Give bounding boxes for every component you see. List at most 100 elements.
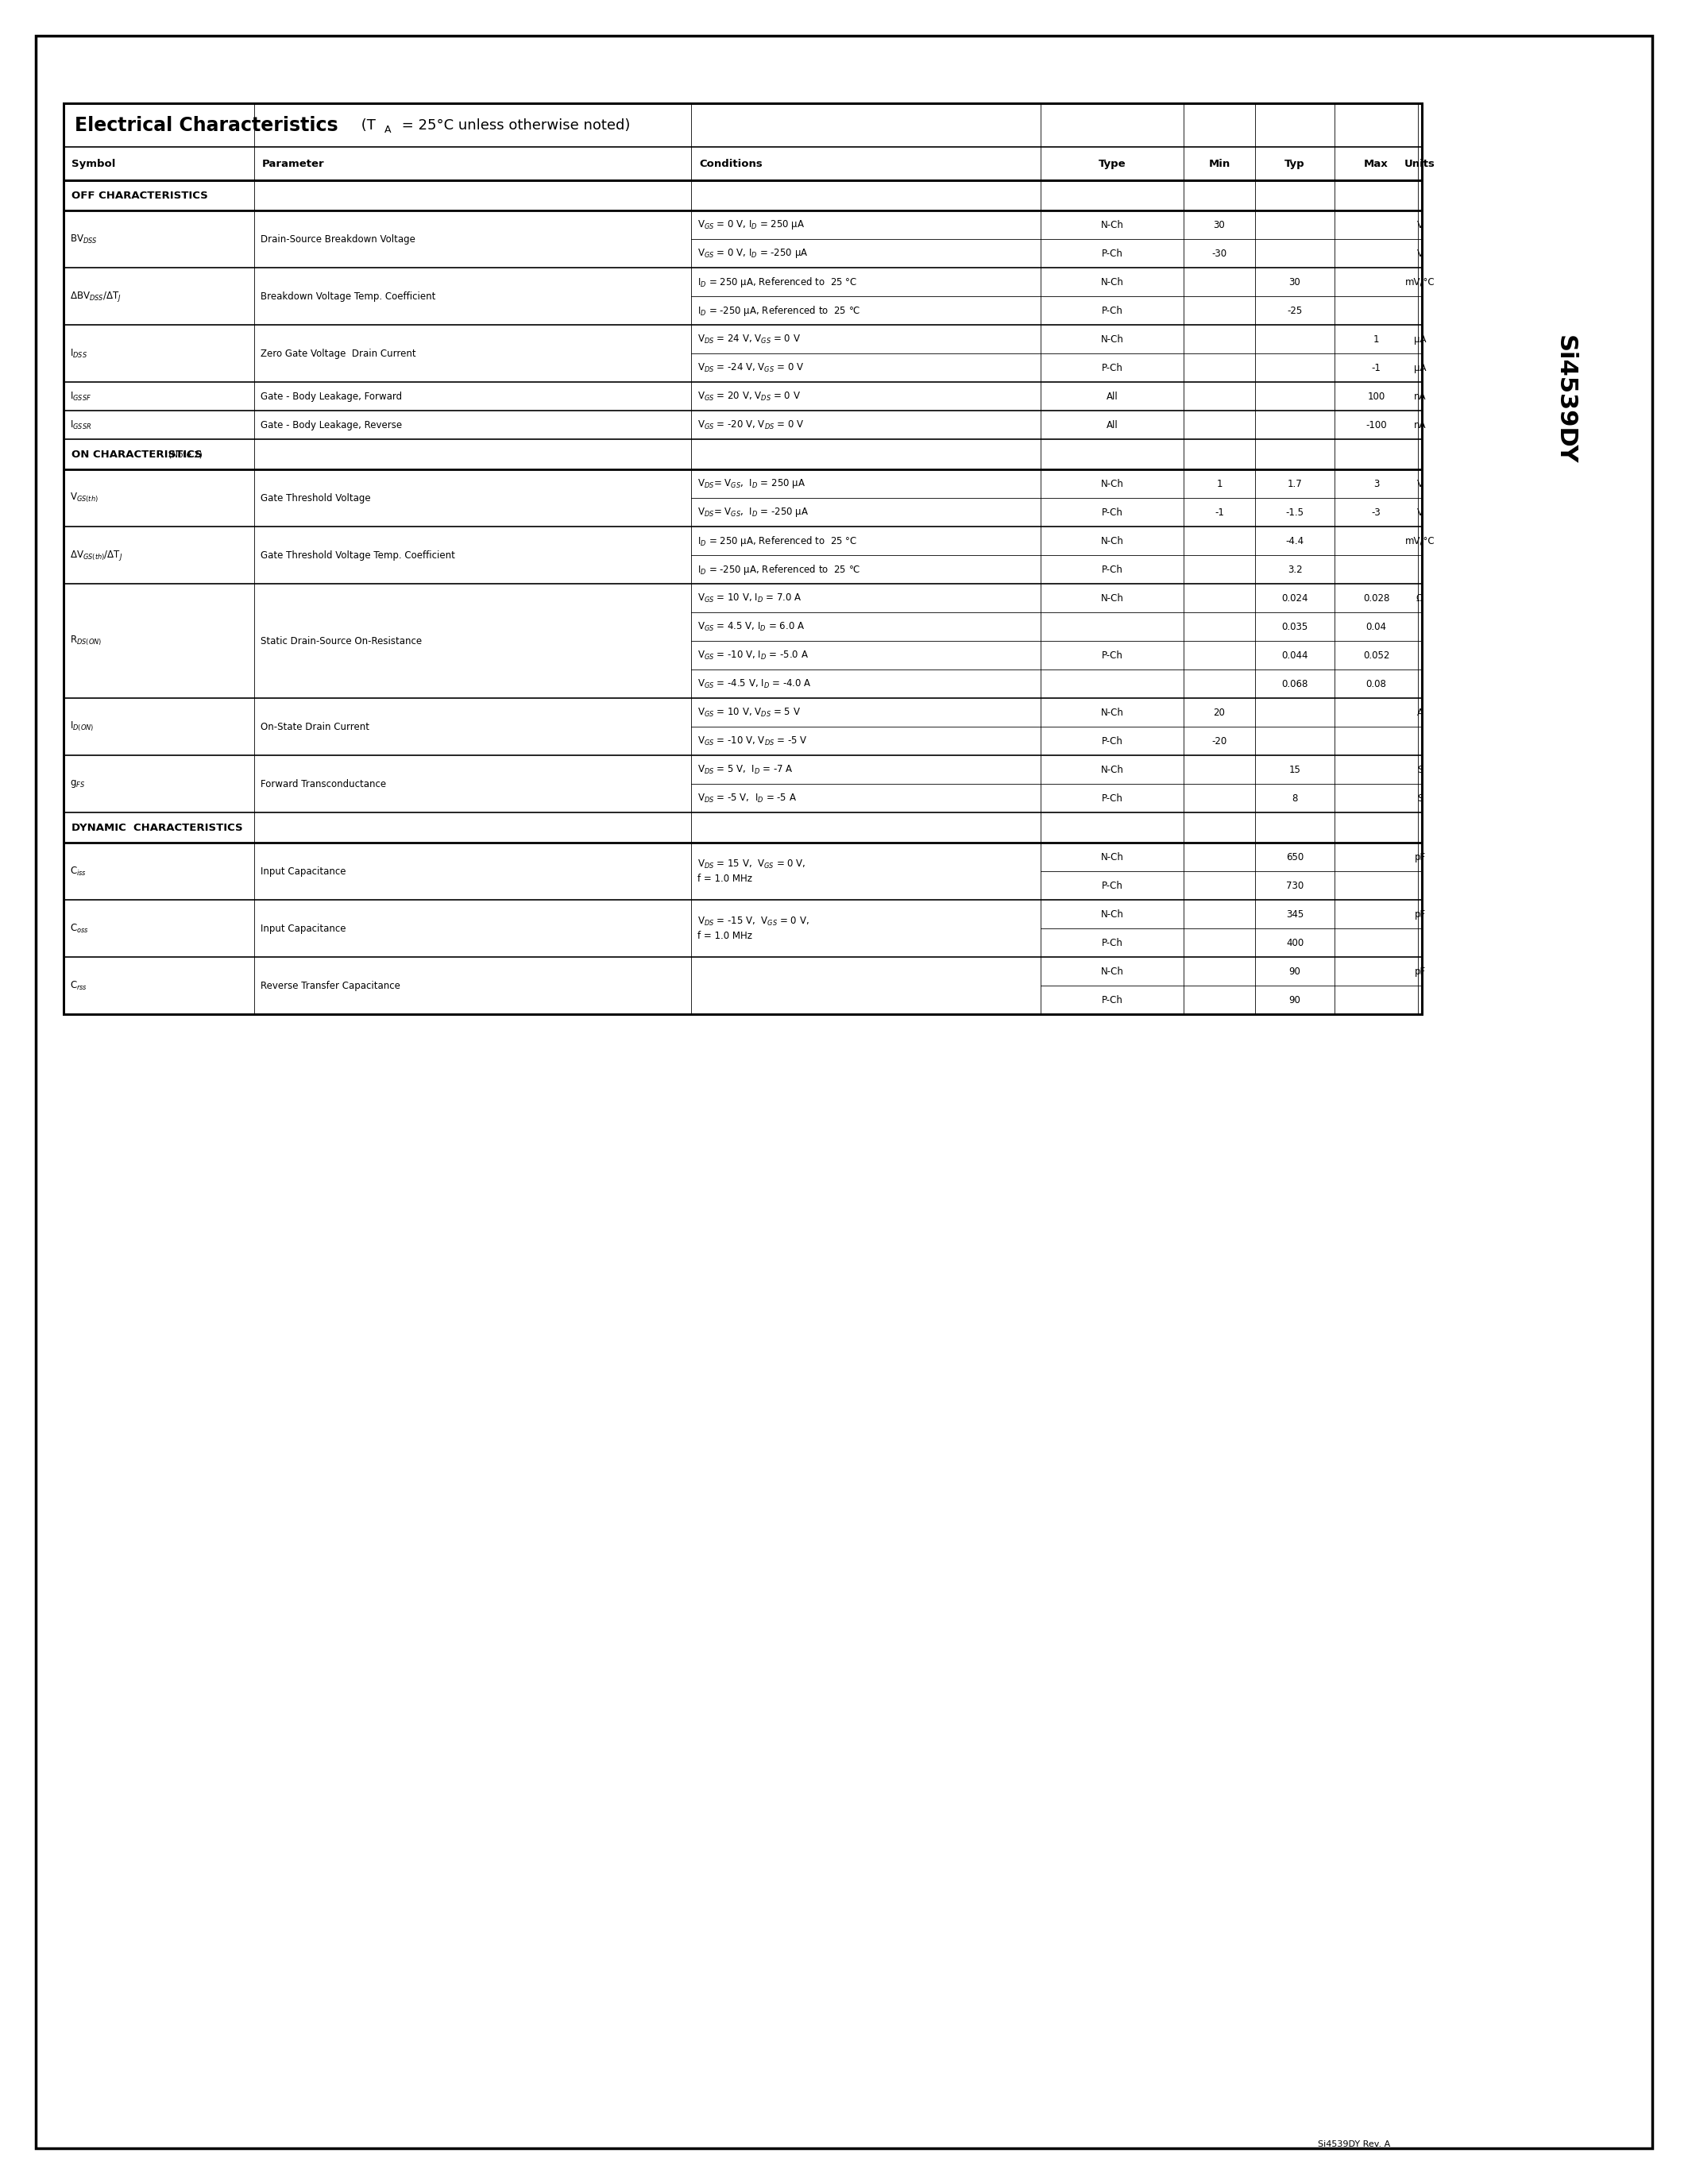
- Text: Zero Gate Voltage  Drain Current: Zero Gate Voltage Drain Current: [260, 347, 415, 358]
- Text: Min: Min: [1209, 159, 1231, 168]
- Text: OFF CHARACTERISTICS: OFF CHARACTERISTICS: [71, 190, 208, 201]
- Text: 1.7: 1.7: [1288, 478, 1301, 489]
- Text: I$_{D(ON)}$: I$_{D(ON)}$: [69, 721, 95, 734]
- Text: 0.052: 0.052: [1362, 651, 1389, 660]
- Text: 730: 730: [1286, 880, 1303, 891]
- Text: Reverse Transfer Capacitance: Reverse Transfer Capacitance: [260, 981, 400, 992]
- Text: pF: pF: [1415, 909, 1425, 919]
- Text: -20: -20: [1212, 736, 1227, 747]
- Text: pF: pF: [1415, 965, 1425, 976]
- Text: Typ: Typ: [1285, 159, 1305, 168]
- Text: N-Ch: N-Ch: [1101, 478, 1124, 489]
- Text: S: S: [1416, 764, 1423, 775]
- Text: 1: 1: [1217, 478, 1222, 489]
- Text: I$_D$ = -250 μA, Referenced to  25 °C: I$_D$ = -250 μA, Referenced to 25 °C: [697, 304, 861, 317]
- Text: On-State Drain Current: On-State Drain Current: [260, 721, 370, 732]
- Text: N-Ch: N-Ch: [1101, 708, 1124, 719]
- Text: DYNAMIC  CHARACTERISTICS: DYNAMIC CHARACTERISTICS: [71, 823, 243, 832]
- Text: S: S: [1416, 793, 1423, 804]
- Text: Si4539DY Rev. A: Si4539DY Rev. A: [1318, 2140, 1391, 2149]
- Text: N-Ch: N-Ch: [1101, 764, 1124, 775]
- Text: I$_D$ = -250 μA, Referenced to  25 °C: I$_D$ = -250 μA, Referenced to 25 °C: [697, 563, 861, 577]
- Text: N-Ch: N-Ch: [1101, 221, 1124, 229]
- Text: -4.4: -4.4: [1286, 535, 1305, 546]
- Text: 0.024: 0.024: [1281, 592, 1308, 603]
- Text: V$_{DS}$ = -5 V,  I$_D$ = -5 A: V$_{DS}$ = -5 V, I$_D$ = -5 A: [697, 793, 797, 804]
- Text: (Note 2): (Note 2): [165, 450, 203, 459]
- Text: pF: pF: [1415, 852, 1425, 863]
- Text: 1: 1: [1374, 334, 1379, 345]
- Text: mV/°C: mV/°C: [1404, 277, 1435, 286]
- Text: I$_{DSS}$: I$_{DSS}$: [69, 347, 88, 360]
- Text: Conditions: Conditions: [699, 159, 763, 168]
- Text: Max: Max: [1364, 159, 1389, 168]
- Text: V$_{GS}$ = 10 V, V$_{DS}$ = 5 V: V$_{GS}$ = 10 V, V$_{DS}$ = 5 V: [697, 705, 800, 719]
- Text: R$_{DS(ON)}$: R$_{DS(ON)}$: [69, 633, 101, 646]
- Text: C$_{rss}$: C$_{rss}$: [69, 981, 88, 992]
- Text: 8: 8: [1291, 793, 1298, 804]
- Bar: [64, 146, 1421, 181]
- Text: 30: 30: [1214, 221, 1225, 229]
- Text: (T: (T: [356, 118, 376, 133]
- Text: f = 1.0 MHz: f = 1.0 MHz: [697, 930, 753, 941]
- Text: 20: 20: [1214, 708, 1225, 719]
- Text: V$_{DS}$= V$_{GS}$,  I$_D$ = 250 μA: V$_{DS}$= V$_{GS}$, I$_D$ = 250 μA: [697, 478, 805, 489]
- Bar: [64, 103, 1421, 1013]
- Text: N-Ch: N-Ch: [1101, 852, 1124, 863]
- Text: V$_{GS}$ = 0 V, I$_D$ = 250 μA: V$_{GS}$ = 0 V, I$_D$ = 250 μA: [697, 218, 805, 232]
- Text: C$_{iss}$: C$_{iss}$: [69, 865, 86, 878]
- Bar: [64, 103, 1421, 1013]
- Text: A: A: [1416, 708, 1423, 719]
- Text: Units: Units: [1404, 159, 1435, 168]
- Text: nA: nA: [1415, 419, 1426, 430]
- Text: P-Ch: P-Ch: [1101, 306, 1123, 317]
- Text: P-Ch: P-Ch: [1101, 249, 1123, 258]
- Text: 90: 90: [1290, 994, 1301, 1005]
- Text: V$_{GS}$ = -10 V, V$_{DS}$ = -5 V: V$_{GS}$ = -10 V, V$_{DS}$ = -5 V: [697, 736, 807, 747]
- Text: -1: -1: [1215, 507, 1224, 518]
- Text: V$_{DS}$ = 24 V, V$_{GS}$ = 0 V: V$_{DS}$ = 24 V, V$_{GS}$ = 0 V: [697, 334, 800, 345]
- Text: 0.08: 0.08: [1366, 679, 1386, 688]
- Text: V$_{DS}$ = -15 V,  V$_{GS}$ = 0 V,: V$_{DS}$ = -15 V, V$_{GS}$ = 0 V,: [697, 915, 809, 928]
- Text: Ω: Ω: [1416, 592, 1423, 603]
- Text: 400: 400: [1286, 937, 1303, 948]
- Text: N-Ch: N-Ch: [1101, 535, 1124, 546]
- Text: N-Ch: N-Ch: [1101, 334, 1124, 345]
- Text: V$_{DS}$ = -24 V, V$_{GS}$ = 0 V: V$_{DS}$ = -24 V, V$_{GS}$ = 0 V: [697, 363, 803, 373]
- Text: 0.028: 0.028: [1362, 592, 1389, 603]
- Text: μA: μA: [1415, 334, 1426, 345]
- Text: nA: nA: [1415, 391, 1426, 402]
- Text: Input Capacitance: Input Capacitance: [260, 867, 346, 876]
- Text: 15: 15: [1290, 764, 1301, 775]
- Text: V$_{DS}$ = 15 V,  V$_{GS}$ = 0 V,: V$_{DS}$ = 15 V, V$_{GS}$ = 0 V,: [697, 858, 805, 869]
- Text: -3: -3: [1372, 507, 1381, 518]
- Text: V$_{GS}$ = 4.5 V, I$_D$ = 6.0 A: V$_{GS}$ = 4.5 V, I$_D$ = 6.0 A: [697, 620, 805, 633]
- Text: 30: 30: [1290, 277, 1301, 286]
- Text: V$_{GS}$ = 10 V, I$_D$ = 7.0 A: V$_{GS}$ = 10 V, I$_D$ = 7.0 A: [697, 592, 802, 605]
- Text: Type: Type: [1099, 159, 1126, 168]
- Text: 0.035: 0.035: [1281, 622, 1308, 631]
- Text: Gate Threshold Voltage Temp. Coefficient: Gate Threshold Voltage Temp. Coefficient: [260, 550, 456, 561]
- Text: Si4539DY: Si4539DY: [1553, 336, 1577, 465]
- Text: C$_{oss}$: C$_{oss}$: [69, 922, 89, 935]
- Text: V$_{DS}$= V$_{GS}$,  I$_D$ = -250 μA: V$_{DS}$= V$_{GS}$, I$_D$ = -250 μA: [697, 507, 809, 518]
- Text: -1: -1: [1371, 363, 1381, 373]
- Text: V$_{GS(th)}$: V$_{GS(th)}$: [69, 491, 98, 505]
- Text: I$_{GSSF}$: I$_{GSSF}$: [69, 391, 91, 402]
- Text: I$_D$ = 250 μA, Referenced to  25 °C: I$_D$ = 250 μA, Referenced to 25 °C: [697, 275, 858, 288]
- Text: P-Ch: P-Ch: [1101, 563, 1123, 574]
- Text: V$_{GS}$ = -10 V, I$_D$ = -5.0 A: V$_{GS}$ = -10 V, I$_D$ = -5.0 A: [697, 649, 809, 662]
- Text: -30: -30: [1212, 249, 1227, 258]
- Text: -100: -100: [1366, 419, 1388, 430]
- Text: All: All: [1106, 391, 1117, 402]
- Text: 0.04: 0.04: [1366, 622, 1386, 631]
- Text: ON CHARACTERISTICS: ON CHARACTERISTICS: [71, 450, 203, 459]
- Text: V$_{GS}$ = -4.5 V, I$_D$ = -4.0 A: V$_{GS}$ = -4.5 V, I$_D$ = -4.0 A: [697, 677, 812, 690]
- Text: μA: μA: [1415, 363, 1426, 373]
- Text: = 25°C unless otherwise noted): = 25°C unless otherwise noted): [397, 118, 630, 133]
- Text: ΔV$_{GS(th)}$/ΔT$_J$: ΔV$_{GS(th)}$/ΔT$_J$: [69, 548, 123, 561]
- Text: V: V: [1416, 249, 1423, 258]
- Text: Input Capacitance: Input Capacitance: [260, 924, 346, 933]
- Text: -1.5: -1.5: [1286, 507, 1303, 518]
- Text: Static Drain-Source On-Resistance: Static Drain-Source On-Resistance: [260, 636, 422, 646]
